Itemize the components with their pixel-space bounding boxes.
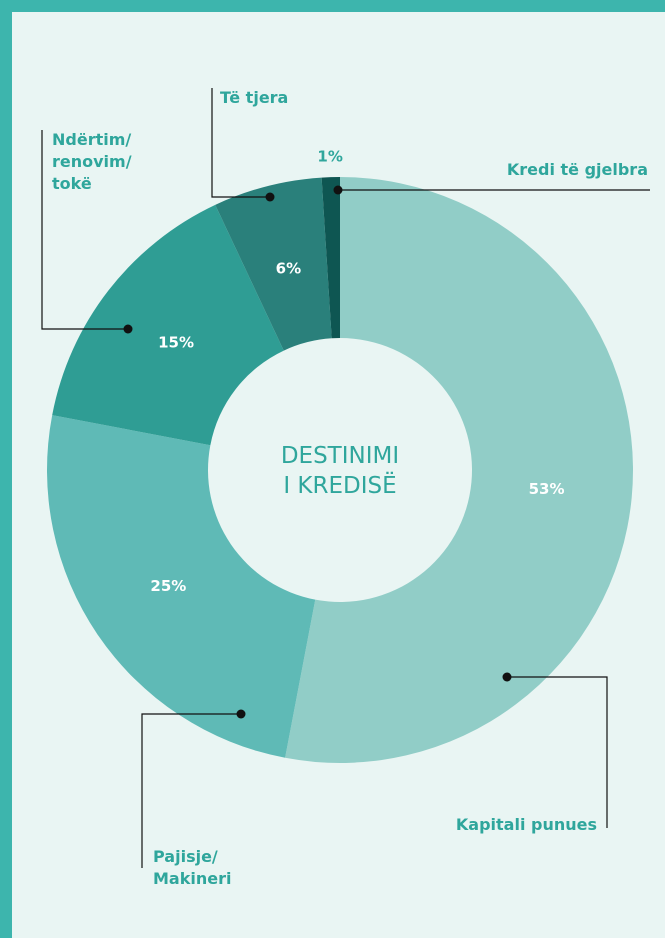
value-label: 6% [276,260,301,278]
leader-dot [502,672,512,682]
donut-slice [215,177,332,351]
category-label: Kapitali punues [456,815,597,834]
value-label: 1% [317,148,342,166]
value-label: 25% [150,577,186,595]
value-label: 53% [529,480,565,498]
left-border [0,0,12,938]
leader-dot [333,185,343,195]
leader-line [141,713,241,868]
donut-slice [46,415,316,758]
leader-line [507,676,608,828]
leader-dot [123,324,133,334]
top-border [0,0,665,12]
category-label: Kredi të gjelbra [507,160,648,179]
donut-slice [285,177,633,763]
donut-slice [321,177,340,339]
category-label: Të tjera [220,88,288,107]
category-label: Ndërtim/renovim/tokë [52,130,132,193]
leader-line [41,130,128,330]
chart-title: DESTINIMI I KREDISË [281,443,399,499]
leader-line [211,88,270,198]
leader-dot [265,192,275,202]
category-label: Pajisje/Makineri [153,847,231,888]
value-label: 15% [158,333,194,351]
leader-dot [236,709,246,719]
donut-slice [52,204,284,446]
